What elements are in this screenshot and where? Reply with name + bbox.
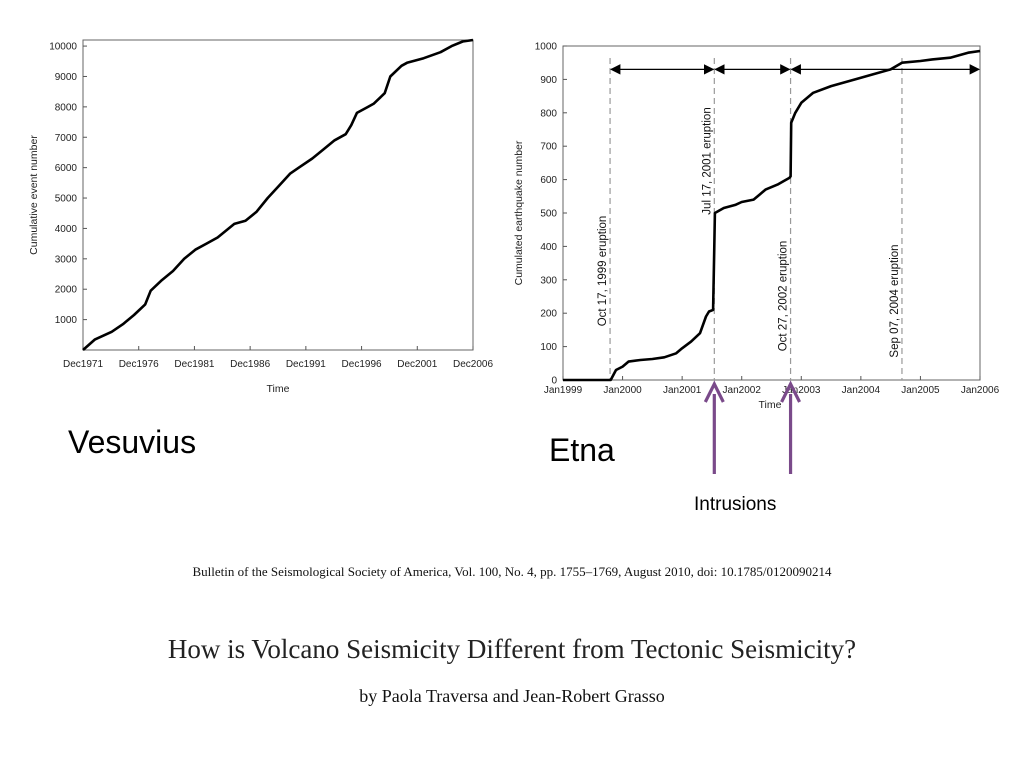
citation-text: Bulletin of the Seismological Society of… — [192, 564, 832, 579]
etna-x-tick-label: Jan1999 — [544, 385, 583, 396]
vesuvius-label: Vesuvius — [68, 424, 197, 460]
etna-y-tick-label: 900 — [540, 75, 557, 86]
vesuvius-y-tick-label: 6000 — [55, 163, 78, 174]
etna-y-tick-label: 0 — [551, 376, 557, 387]
vesuvius-x-axis-title: Time — [267, 383, 290, 395]
etna-y-tick-label: 600 — [540, 175, 557, 186]
etna-plot-frame — [562, 45, 981, 381]
etna-eruption-label: Jul 17, 2001 eruption — [701, 107, 713, 214]
vesuvius-x-tick-label: Dec1976 — [119, 359, 159, 370]
vesuvius-y-axis-title: Cumulative event number — [28, 135, 40, 255]
etna-y-tick-label: 300 — [540, 275, 557, 286]
etna-x-tick-label: Jan2002 — [723, 385, 762, 396]
etna-x-tick-label: Jan2003 — [782, 385, 821, 396]
etna-x-tick-label: Jan2005 — [901, 385, 940, 396]
vesuvius-x-tick-label: Dec2006 — [453, 359, 493, 370]
vesuvius-x-tick-label: Dec1991 — [286, 359, 326, 370]
vesuvius-x-tick-label: Dec1996 — [342, 359, 382, 370]
etna-eruption-label: Oct 27, 2002 eruption — [778, 241, 790, 352]
vesuvius-x-tick-label: Dec1981 — [174, 359, 214, 370]
etna-label: Etna — [549, 432, 615, 468]
etna-x-tick-label: Jan2004 — [842, 385, 881, 396]
vesuvius-y-tick-label: 8000 — [55, 102, 78, 113]
etna-cumulative-line — [563, 49, 981, 382]
vesuvius-x-tick-label: Dec1986 — [230, 359, 270, 370]
intrusion-arrows — [703, 380, 801, 474]
vesuvius-y-tick-label: 1000 — [55, 315, 78, 326]
etna-y-tick-label: 400 — [540, 242, 557, 253]
vesuvius-plot-frame — [82, 39, 474, 351]
vesuvius-y-tick-label: 4000 — [55, 224, 78, 235]
vesuvius-x-tick-label: Dec2001 — [397, 359, 437, 370]
etna-y-tick-label: 700 — [540, 142, 557, 153]
vesuvius-chart: 1000 2000 3000 4000 5000 6000 7000 8000 9000 1000… — [28, 38, 493, 395]
vesuvius-y-tick-label: 10000 — [49, 42, 77, 53]
vesuvius-y-tick-label: 9000 — [55, 72, 78, 83]
etna-x-tick-label: Jan2001 — [663, 385, 702, 396]
vesuvius-y-tick-label: 7000 — [55, 133, 78, 144]
etna-x-axis-title: Time — [759, 399, 782, 411]
etna-x-tick-label: Jan2000 — [603, 385, 642, 396]
intrusion-arrow-head — [780, 380, 801, 403]
etna-chart: 0 100 200 300 400 500 600 700 800 900 1000 Jan1999… — [513, 42, 1000, 412]
etna-y-tick-label: 200 — [540, 309, 557, 320]
etna-y-axis-title: Cumulated earthquake number — [513, 140, 525, 285]
vesuvius-y-tick-label: 5000 — [55, 194, 78, 205]
etna-y-tick-label: 1000 — [535, 42, 558, 53]
intrusion-arrow-head — [703, 380, 725, 403]
paper-authors: by Paola Traversa and Jean-Robert Grasso — [359, 686, 665, 706]
intrusions-label: Intrusions — [694, 494, 777, 515]
paper-title: How is Volcano Seismicity Different from… — [167, 634, 857, 664]
vesuvius-y-tick-label: 3000 — [55, 254, 78, 265]
vesuvius-x-tick-label: Dec1971 — [63, 359, 103, 370]
etna-y-tick-label: 500 — [540, 209, 557, 220]
etna-y-tick-label: 800 — [540, 108, 557, 119]
etna-y-tick-label: 100 — [540, 342, 557, 353]
vesuvius-cumulative-line — [82, 38, 474, 351]
etna-eruption-label: Sep 07, 2004 eruption — [889, 244, 901, 357]
etna-x-tick-label: Jan2006 — [961, 385, 1000, 396]
etna-eruption-label: Oct 17, 1999 eruption — [597, 216, 609, 327]
vesuvius-y-tick-label: 2000 — [55, 285, 78, 296]
